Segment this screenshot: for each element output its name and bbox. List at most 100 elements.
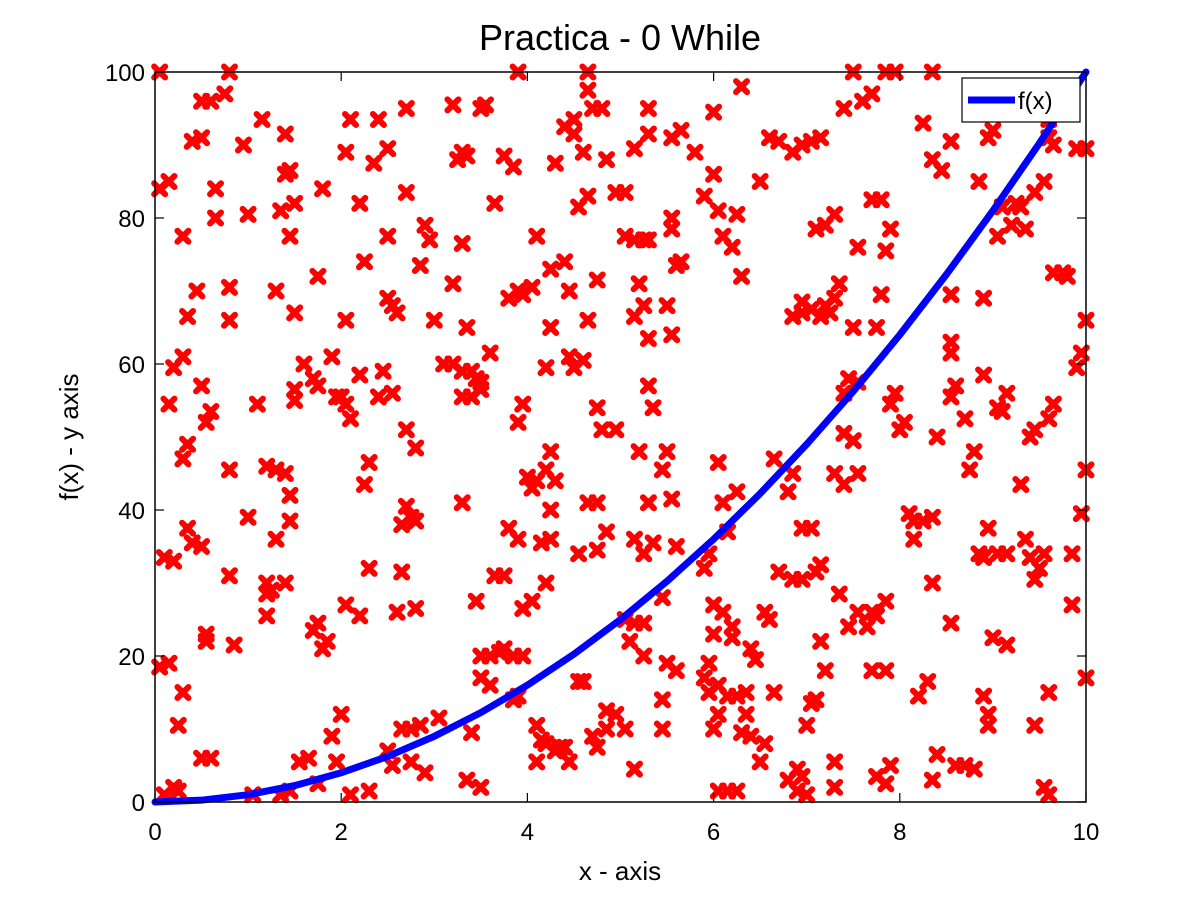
scatter-point: [1026, 570, 1044, 588]
scatter-point: [286, 194, 304, 212]
scatter-point: [179, 435, 197, 453]
scatter-point: [793, 767, 811, 785]
scatter-point: [770, 563, 788, 581]
scatter-point: [756, 603, 774, 621]
scatter-point: [1026, 716, 1044, 734]
scatter-point: [984, 121, 1002, 139]
scatter-point: [421, 231, 439, 249]
y-tick-label: 0: [132, 790, 145, 817]
scatter-point: [751, 753, 769, 771]
scatter-point: [872, 286, 890, 304]
scatter-point: [584, 727, 602, 745]
scatter-point: [337, 143, 355, 161]
scatter-point: [509, 413, 527, 431]
scatter-point: [849, 465, 867, 482]
scatter-point: [360, 559, 378, 577]
scatter-point: [714, 494, 732, 512]
scatter-point: [220, 278, 238, 296]
scatter-point: [328, 753, 346, 771]
scatter-point: [942, 388, 960, 406]
scatter-point: [709, 454, 727, 472]
scatter-point: [262, 581, 280, 599]
scatter-point: [784, 465, 802, 482]
scatter-point: [653, 720, 671, 738]
x-tick-label: 8: [893, 819, 906, 846]
scatter-point: [556, 253, 574, 271]
scatter-point: [388, 603, 406, 621]
scatter-point: [658, 297, 676, 315]
scatter-point: [342, 786, 360, 804]
scatter-point: [374, 362, 392, 380]
scatter-point: [355, 253, 373, 271]
scatter-point: [746, 651, 764, 669]
scatter-point: [523, 278, 541, 296]
scatter-point: [607, 705, 625, 723]
scatter-point: [486, 194, 504, 212]
scatter-point: [397, 183, 415, 201]
scatter-point: [733, 78, 751, 96]
scatter-point: [1063, 596, 1081, 614]
scatter-point: [709, 202, 727, 220]
scatter-markers: [151, 63, 1095, 804]
scatter-point: [202, 749, 220, 767]
scatter-point: [1044, 395, 1062, 413]
scatter-point: [351, 607, 369, 625]
scatter-point: [1035, 545, 1053, 563]
scatter-point: [877, 662, 895, 680]
scatter-point: [532, 731, 550, 749]
scatter-point: [695, 669, 713, 687]
scatter-point: [430, 709, 448, 727]
scatter-point: [1012, 198, 1030, 216]
scatter-point: [588, 399, 606, 417]
scatter-point: [258, 607, 276, 625]
scatter-point: [1035, 173, 1053, 190]
scatter-point: [1016, 530, 1034, 548]
scatter-point: [276, 125, 294, 143]
scatter-point: [947, 757, 965, 774]
scatter-point: [574, 673, 592, 691]
scatter-point: [453, 388, 471, 406]
scatter-point: [798, 716, 816, 734]
scatter-point: [625, 530, 643, 548]
scatter-point: [616, 720, 634, 738]
scatter-point: [290, 753, 308, 771]
scatter-point: [779, 771, 797, 789]
scatter-point: [537, 574, 555, 592]
scatter-point: [598, 720, 616, 738]
scatter-point: [965, 443, 983, 461]
scatter-point: [653, 691, 671, 709]
scatter-point: [220, 461, 238, 479]
scatter-point: [765, 450, 783, 468]
scatter-point: [979, 705, 997, 723]
scatter-point: [923, 574, 941, 592]
scatter-point: [593, 421, 611, 439]
x-tick-label: 10: [1073, 819, 1100, 846]
scatter-point: [733, 724, 751, 742]
scatter-point: [923, 508, 941, 526]
scatter-point: [598, 151, 616, 169]
scatter-point: [672, 121, 690, 139]
scatter-point: [253, 110, 271, 128]
scatter-point: [160, 173, 178, 190]
scatter-point: [844, 319, 862, 336]
scatter-point: [812, 129, 830, 147]
scatter-point: [542, 443, 560, 461]
scatter-point: [695, 187, 713, 205]
scatter-point: [393, 516, 411, 534]
scatter-point: [942, 132, 960, 150]
scatter-point: [444, 96, 462, 114]
scatter-point: [975, 687, 993, 705]
scatter-point: [286, 304, 304, 322]
scatter-point: [411, 256, 429, 274]
scatter-point: [523, 592, 541, 610]
scatter-point: [812, 632, 830, 650]
scatter-point: [318, 632, 336, 650]
scatter-point: [807, 691, 825, 709]
scatter-point: [579, 494, 597, 512]
scatter-point: [542, 530, 560, 548]
scatter-point: [267, 530, 285, 548]
scatter-point: [998, 545, 1016, 563]
scatter-point: [197, 625, 215, 643]
y-tick-label: 80: [118, 206, 145, 233]
scatter-point: [407, 512, 425, 530]
